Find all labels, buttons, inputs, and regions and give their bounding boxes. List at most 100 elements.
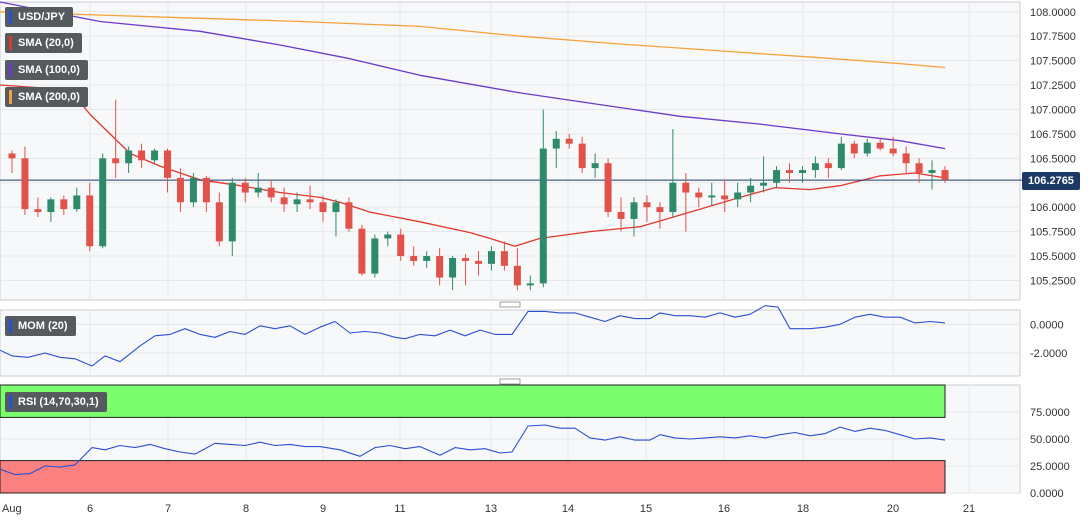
candle-bear: [889, 148, 897, 154]
candle-bull: [73, 195, 81, 210]
candle-bear: [902, 153, 910, 164]
price-y-tick: 105.2500: [1030, 275, 1076, 287]
legend-symbol-text: USD/JPY: [18, 11, 66, 23]
legend-rsi[interactable]: RSI (14,70,30,1): [5, 392, 107, 412]
candle-bear: [578, 143, 586, 169]
legend-sma100-text: SMA (100,0): [18, 64, 80, 76]
candle-bull: [189, 177, 197, 203]
rsi-y-tick: 0.0000: [1030, 488, 1064, 500]
legend-symbol-swatch: [9, 10, 12, 24]
price-y-tick: 108.0000: [1030, 7, 1076, 19]
price-y-tick: 107.2500: [1030, 80, 1076, 92]
candle-bear: [721, 195, 729, 200]
price-y-tick: 107.0000: [1030, 104, 1076, 116]
candle-bull: [384, 234, 392, 239]
candle-bull: [811, 163, 819, 171]
candle-bear: [280, 197, 288, 205]
candle-bull: [798, 170, 806, 173]
price-y-tick: 105.5000: [1030, 251, 1076, 263]
candle-bull: [863, 142, 871, 154]
x-tick-label: 8: [243, 503, 249, 515]
price-y-tick: 106.0000: [1030, 202, 1076, 214]
price-y-tick: 105.7500: [1030, 227, 1076, 239]
price-y-tick: 106.5000: [1030, 153, 1076, 165]
legend-symbol[interactable]: USD/JPY: [5, 7, 74, 27]
legend-sma200[interactable]: SMA (200,0): [5, 87, 88, 107]
candle-bull: [747, 185, 755, 193]
x-tick-label: 11: [394, 503, 405, 515]
candle-bull: [332, 202, 340, 213]
legend-rsi-text: RSI (14,70,30,1): [18, 396, 99, 408]
x-tick-label: 6: [87, 503, 93, 515]
candle-bull: [526, 283, 534, 286]
candle-bear: [617, 212, 625, 219]
rsi-y-tick: 25.0000: [1030, 461, 1070, 473]
candle-bull: [151, 150, 159, 161]
rsi-overbought-zone: [0, 384, 946, 418]
legend-mom-swatch: [9, 319, 12, 333]
legend-sma20[interactable]: SMA (20,0): [5, 33, 82, 53]
candle-bull: [928, 170, 936, 173]
legend-mom-text: MOM (20): [18, 320, 68, 332]
candle-bear: [656, 207, 664, 213]
price-y-tick: 107.7500: [1030, 31, 1076, 43]
candle-bull: [630, 202, 638, 219]
candle-bull: [487, 251, 495, 264]
panel-mom: [0, 309, 1021, 377]
candle-bull: [228, 182, 236, 242]
sma200-line: [0, 11, 946, 69]
x-tick-label: 15: [640, 503, 652, 515]
mom-rsi-handle[interactable]: [499, 378, 521, 385]
x-tick-label: 18: [797, 503, 809, 515]
sma100-line: [0, 1, 946, 150]
candle-bear: [60, 199, 68, 210]
last-price-label: 106.2765: [1022, 172, 1080, 190]
candle-bear: [138, 150, 146, 161]
candle-bear: [695, 192, 703, 198]
candle-bull: [734, 192, 742, 200]
mom-y-tick: 0.0000: [1030, 319, 1064, 331]
legend-sma100[interactable]: SMA (100,0): [5, 60, 88, 80]
candle-bull: [591, 163, 599, 169]
candle-bear: [410, 256, 418, 261]
candle-bear: [345, 202, 353, 229]
candle-bull: [539, 148, 547, 284]
candle-bear: [358, 228, 366, 274]
candle-bull: [837, 143, 845, 169]
candle-bull: [99, 158, 107, 247]
x-tick-label: 7: [165, 503, 171, 515]
x-tick-label: 13: [485, 503, 497, 515]
price-y-tick: 106.7500: [1030, 129, 1076, 141]
mom-line: [0, 305, 946, 367]
candle-bear: [513, 265, 521, 286]
legend-mom[interactable]: MOM (20): [5, 316, 76, 336]
candle-bear: [643, 202, 651, 208]
legend-sma20-text: SMA (20,0): [18, 37, 74, 49]
x-tick-label: 21: [963, 503, 975, 515]
candle-bear: [462, 257, 470, 261]
candle-bear: [915, 163, 923, 173]
candle-bear: [176, 177, 184, 203]
candle-bear: [565, 138, 573, 144]
legend-sma20-swatch: [9, 36, 12, 50]
candle-bear: [876, 142, 884, 149]
price-mom-handle[interactable]: [499, 301, 521, 308]
legend-sma100-swatch: [9, 63, 12, 77]
candle-bull: [293, 199, 301, 205]
legend-sma200-swatch: [9, 90, 12, 104]
candle-bull: [254, 187, 262, 193]
candle-bear: [86, 195, 94, 247]
rsi-y-tick: 75.0000: [1030, 407, 1070, 419]
candle-bear: [397, 234, 405, 257]
candle-bear: [941, 170, 949, 180]
price-y-tick: 107.5000: [1030, 56, 1076, 68]
candle-bear: [34, 209, 42, 213]
candle-bear: [786, 170, 793, 173]
candle-bear: [824, 163, 832, 169]
candle-bear: [319, 202, 327, 213]
rsi-line: [0, 424, 946, 476]
x-tick-label: 16: [718, 503, 730, 515]
candle-bear: [202, 177, 210, 203]
